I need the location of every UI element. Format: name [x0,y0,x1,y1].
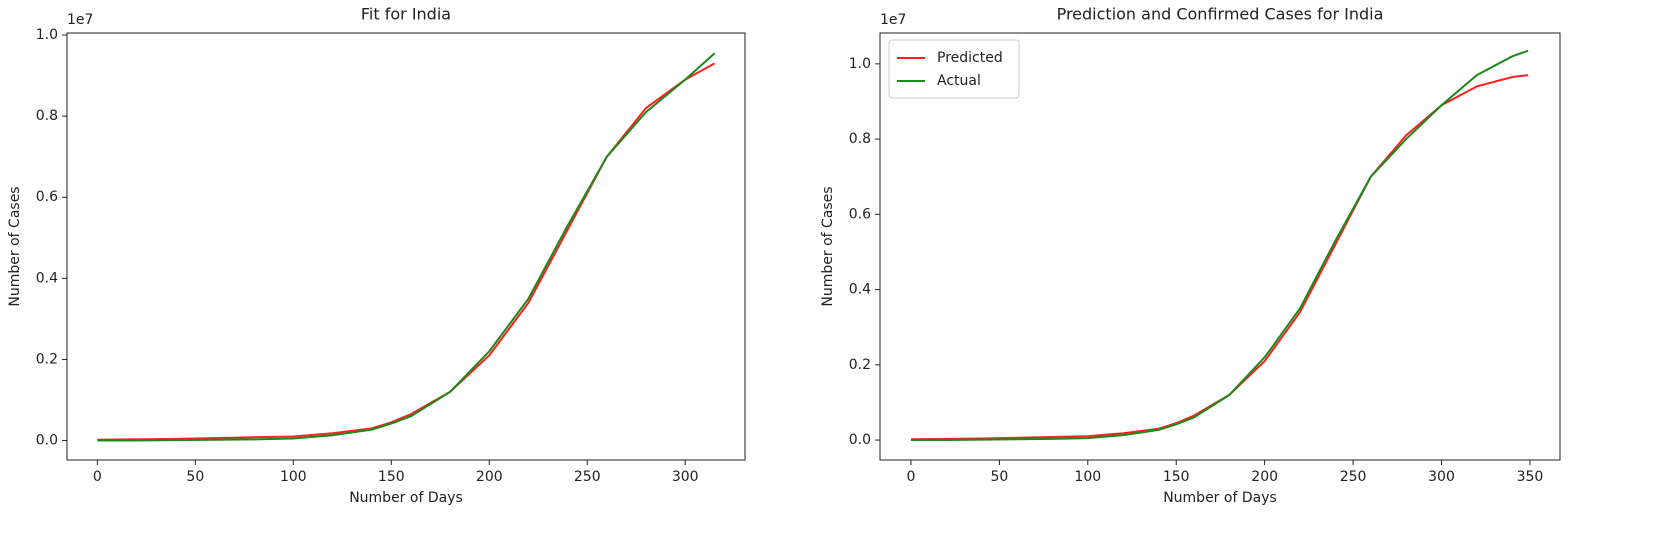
legend-label: Predicted [937,50,1003,66]
y-tick-label: 0.6 [849,206,871,222]
x-tick-label: 100 [280,469,307,485]
chart-title: Fit for India [361,5,451,24]
legend-label: Actual [937,73,981,89]
y-tick-label: 0.6 [36,189,58,205]
y-tick-label: 1.0 [849,56,871,72]
x-tick-label: 50 [990,469,1008,485]
x-tick-label: 50 [186,469,204,485]
plot-frame [879,32,1561,461]
x-tick-label: 300 [672,469,699,485]
x-tick-label: 300 [1428,469,1455,485]
x-tick-label: 350 [1517,469,1544,485]
x-tick-label: 150 [1163,469,1190,485]
y-tick-label: 0.8 [36,108,58,124]
y-tick-label: 0.4 [849,282,871,298]
x-axis-label: Number of Days [349,490,463,506]
x-axis-label: Number of Days [1163,490,1277,506]
line [97,62,716,441]
legend-box [888,39,1020,99]
line [910,49,1529,442]
y-tick-label: 0.2 [849,357,871,373]
x-tick-label: 200 [476,469,503,485]
x-tick-label: 150 [378,469,405,485]
x-tick-label: 200 [1251,469,1278,485]
axis-offset: 1e7 [67,12,93,28]
x-tick-label: 250 [1340,469,1367,485]
x-tick-label: 250 [574,469,601,485]
y-tick-label: 0.2 [36,351,58,367]
x-tick-label: 0 [93,469,102,485]
y-tick-label: 1.0 [36,27,58,43]
y-tick-label: 0.0 [36,433,58,449]
x-tick-label: 0 [906,469,915,485]
axis-offset: 1e7 [880,12,906,28]
subplot: Prediction and Confirmed Cases for India… [820,5,1561,506]
line [97,52,716,442]
y-axis-label: Number of Cases [7,186,23,306]
line [910,74,1529,441]
chart-title: Prediction and Confirmed Cases for India [1057,5,1384,24]
y-axis-label: Number of Cases [820,186,836,306]
y-tick-label: 0.4 [36,270,58,286]
plot-frame [66,32,746,461]
y-tick-label: 0.0 [849,432,871,448]
x-tick-label: 100 [1074,469,1101,485]
subplot: Fit for India Number of Days Number of Cas… [7,5,746,506]
y-tick-label: 0.8 [849,131,871,147]
